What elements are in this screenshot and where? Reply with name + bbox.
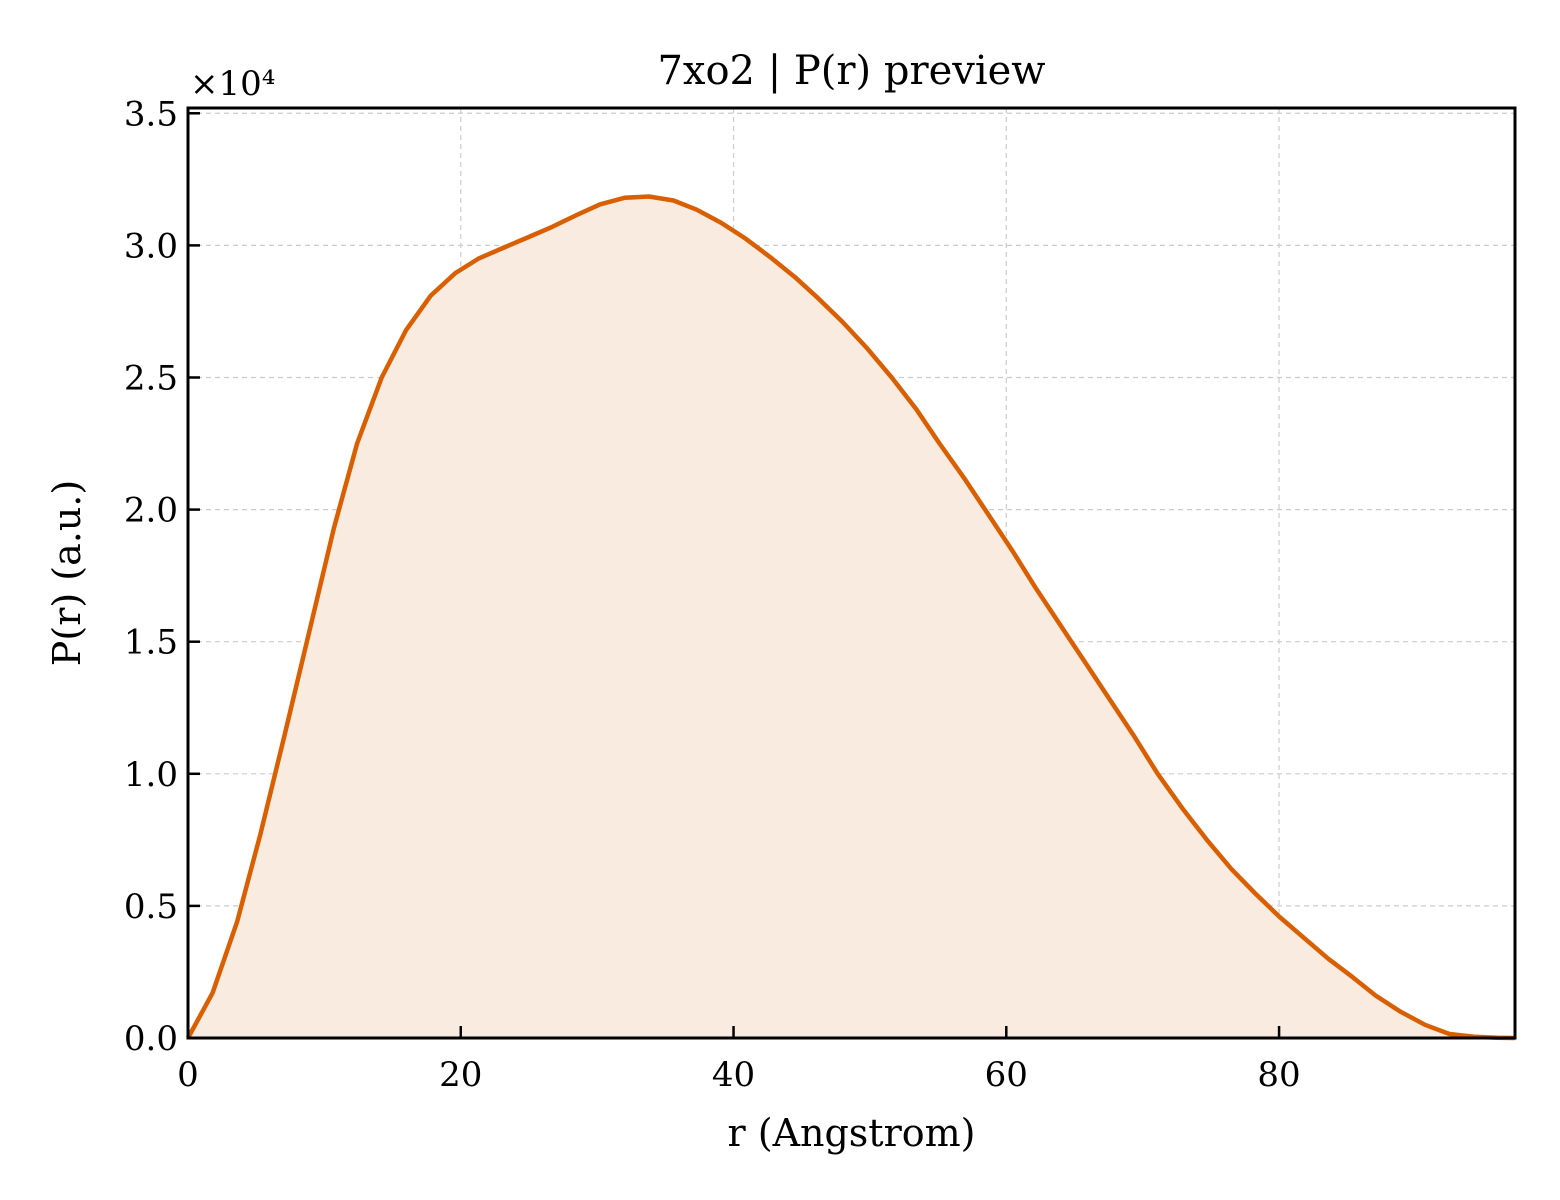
- plot-frame: [186, 106, 1517, 1040]
- y-tick-label: 2.0: [124, 491, 178, 531]
- axis-ticks: 0 20 40 60 80 0.0 0.5 1.0 1.5 2.0 2.5 3.0 3.5: [124, 94, 1301, 1095]
- y-tick-label: 0.5: [124, 887, 178, 927]
- y-tick-label: 1.5: [124, 623, 178, 663]
- y-tick-label: 3.5: [124, 94, 178, 134]
- y-axis-multiplier: ×10⁴: [190, 64, 275, 104]
- y-axis-label: P(r) (a.u.): [45, 480, 89, 666]
- y-tick-label: 3.0: [124, 226, 178, 266]
- x-tick-label: 40: [712, 1055, 755, 1095]
- chart-title: 7xo2 | P(r) preview: [657, 48, 1045, 94]
- pr-curve: [186, 194, 1516, 1041]
- x-tick-label: 0: [177, 1055, 199, 1095]
- y-tick-label: 1.0: [124, 755, 178, 795]
- x-tick-label: 20: [439, 1055, 482, 1095]
- y-tick-label: 0.0: [124, 1019, 178, 1059]
- x-tick-label: 80: [1257, 1055, 1300, 1095]
- y-tick-label: 2.5: [124, 358, 178, 398]
- pr-area-fill: [188, 196, 1515, 1038]
- x-tick-label: 60: [985, 1055, 1028, 1095]
- x-axis-label: r (Angstrom): [728, 1111, 976, 1155]
